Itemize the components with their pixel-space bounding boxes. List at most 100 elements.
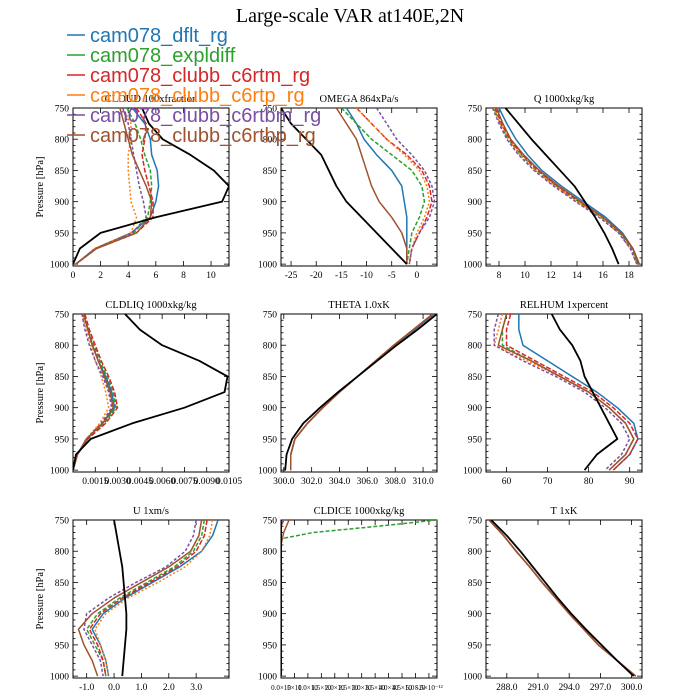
x-tick-label: 1.5×10 (311, 684, 331, 692)
y-tick-label: 1000 (463, 673, 482, 683)
y-tick-label: 950 (55, 435, 70, 445)
x-tick-label: 90 (625, 477, 635, 487)
x-tick-label: 297.0 (590, 683, 612, 693)
series-group (488, 520, 637, 677)
series-line-reference (550, 314, 619, 471)
x-tick-label: 1.0 (135, 683, 147, 693)
series-group (73, 108, 229, 265)
series-group (491, 108, 641, 265)
series-line-cam078-expldiff (281, 520, 437, 677)
x-tick-label: -20 (310, 271, 323, 281)
series-line-cam078-clubb-c6rtp-rg (94, 520, 214, 677)
y-tick-label: 800 (468, 548, 483, 558)
x-tick-label: 2 (98, 271, 103, 281)
x-tick-label: 16 (598, 271, 608, 281)
y-tick-label: 900 (55, 198, 70, 208)
panel-9: T 1xK 750 800 850 900 950 1000 288.0 291.0 294.0 2… (463, 506, 643, 693)
x-tick-label: -15 (335, 271, 348, 281)
y-tick-label: 750 (468, 517, 483, 527)
series-line-cam078-expldiff (73, 314, 117, 471)
x-tick-label: 10 (520, 271, 530, 281)
x-tick-label: 3.5×10 (365, 684, 385, 692)
x-tick-label: 4.5×10 (392, 684, 412, 692)
y-tick-label: 750 (468, 105, 483, 115)
x-tick-label: 0.0105 (216, 477, 242, 487)
x-tick-label: 2.0 (163, 683, 175, 693)
series-line-cam078-clubb-c6rtbm-rg (375, 108, 436, 265)
x-tick-label: 4.0×10 (379, 684, 399, 692)
y-axis-label: Pressure [hPa] (35, 157, 46, 218)
x-tick-label: 0.0030 (105, 477, 131, 487)
y-tick-label: 1000 (258, 673, 277, 683)
x-tick-label: 0.0075 (171, 477, 197, 487)
series-line-cam078-clubb-c6rtm-rg (88, 520, 208, 677)
y-tick-label: 750 (468, 311, 483, 321)
panel-6: RELHUM 1xpercent 750 800 850 900 950 1000 60 70 8… (463, 300, 643, 487)
y-tick-label: 800 (55, 548, 70, 558)
y-tick-label: 750 (263, 105, 278, 115)
series-line-cam078-dflt-rg (345, 108, 408, 265)
series-line-cam078-expldiff (340, 108, 426, 265)
legend-label: cam078_clubb_c6rtp_rg (90, 85, 305, 107)
series-group (284, 314, 437, 471)
series-line-cam078-clubb-c6rtbm-rg (75, 108, 147, 265)
series-line-cam078-clubb-c6rtbp-rg (73, 314, 114, 471)
legend-label: cam078_clubb_c6rtbm_rg (90, 105, 321, 127)
x-tick-label: 18 (624, 271, 634, 281)
y-tick-label: 950 (468, 435, 483, 445)
panel-title: T 1xK (551, 506, 578, 517)
y-tick-label: 750 (263, 517, 278, 527)
series-line-cam078-clubb-c6rtm-rg (494, 108, 641, 265)
panel-4: CLDLIQ 1000xkg/kg Pressure [hPa] 750 800 850… (35, 300, 242, 487)
panel-2: OMEGA 864xPa/s 750 800 850 900 950 1000 -25 -20 -… (258, 94, 438, 281)
y-tick-label: 900 (55, 610, 70, 620)
x-tick-label: 8 (497, 271, 502, 281)
y-tick-label: 900 (468, 198, 483, 208)
y-tick-label: 1000 (463, 467, 482, 477)
y-tick-label: 900 (263, 610, 278, 620)
figure-title: Large-scale VAR at140E,2N (236, 5, 464, 27)
x-tick-label: 2.5×10 (338, 684, 358, 692)
panel-title: CLDICE 1000xkg/kg (314, 506, 405, 517)
y-tick-label: 1000 (50, 673, 69, 683)
y-tick-label: 950 (55, 229, 70, 239)
series-group (281, 108, 436, 265)
x-tick-label: 1.0×10 (298, 684, 318, 692)
y-tick-label: 950 (55, 641, 70, 651)
x-tick-label: 3.0×10 (352, 684, 372, 692)
x-tick-label: 0.0090 (194, 477, 220, 487)
legend-label: cam078_dflt_rg (90, 25, 228, 47)
series-line-reference (504, 108, 620, 265)
panel-title: THETA 1.0xK (328, 300, 390, 311)
x-tick-label: 0.0015 (82, 477, 108, 487)
x-tick-label: 0 (414, 271, 419, 281)
y-tick-label: 1000 (463, 261, 482, 271)
y-tick-label: 800 (468, 136, 483, 146)
x-tick-label: 308.0 (385, 477, 407, 487)
x-tick-label: 304.0 (329, 477, 351, 487)
y-tick-label: 1000 (50, 467, 69, 477)
series-line-cam078-clubb-c6rtbp-rg (488, 520, 637, 677)
series-group (281, 520, 437, 677)
y-tick-label: 900 (468, 404, 483, 414)
y-tick-label: 850 (55, 579, 70, 589)
x-tick-label: 300.0 (273, 477, 295, 487)
x-tick-label: 2.0×10 (325, 684, 345, 692)
x-tick-label: 14 (572, 271, 582, 281)
x-tick-label: 4 (126, 271, 131, 281)
y-tick-label: 800 (468, 342, 483, 352)
plot-frame (72, 519, 230, 679)
y-tick-label: 1000 (258, 261, 277, 271)
series-line-cam078-clubb-c6rtbp-rg (281, 520, 290, 677)
x-tick-label: -1.0 (79, 683, 94, 693)
y-tick-label: 900 (468, 610, 483, 620)
y-tick-label: 950 (468, 641, 483, 651)
legend-label: cam078_clubb_c6rtm_rg (90, 65, 310, 87)
panel-title: Q 1000xkg/kg (534, 94, 595, 105)
y-tick-label: 850 (468, 579, 483, 589)
y-tick-label: 950 (263, 641, 278, 651)
x-tick-label: 5.5×10⁻¹² (415, 684, 443, 692)
y-tick-label: 750 (55, 311, 70, 321)
y-tick-label: 850 (263, 167, 278, 177)
